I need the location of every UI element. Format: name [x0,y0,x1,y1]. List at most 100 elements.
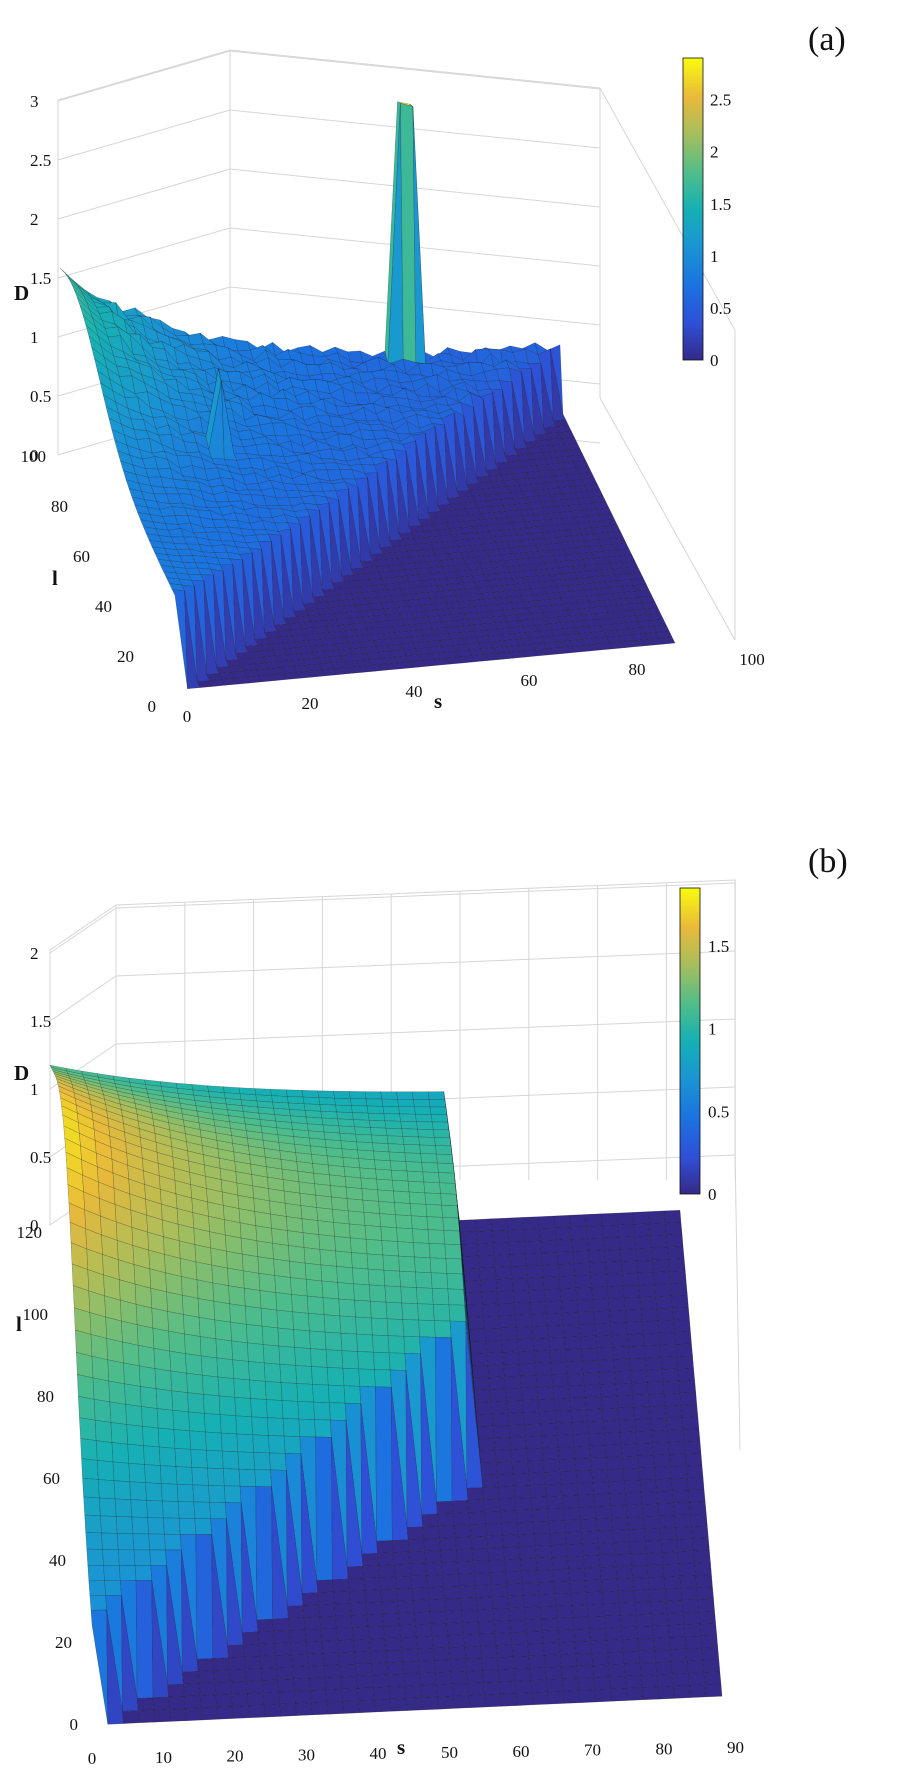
panel-b-surface-patch [609,1310,627,1324]
panel-b-surface-patch [692,1538,710,1552]
panel-b-surface-patch [88,1580,106,1596]
panel-b-surface-patch [469,1523,487,1538]
panel-b-surface-patch [579,1689,597,1703]
panel-b-surface-patch [214,1681,232,1696]
panel-b-surface-patch [175,1466,193,1486]
panel-b-surface-patch [161,1483,179,1502]
panel-b-surface-patch [531,1508,549,1523]
panel-b-surface-patch [650,1235,668,1249]
panel-b-surface-patch [453,1512,471,1526]
panel-b-surface-patch [405,1161,423,1173]
panel-b-surface-patch [322,1297,340,1317]
panel-b-surface-patch [435,1671,453,1686]
panel-b-surface-patch [485,1340,503,1354]
panel-b-surface-patch [207,1467,225,1487]
panel-b-surface-patch [382,1613,400,1627]
panel-b-surface-patch [104,1580,122,1596]
panel-b-surface-patch [429,1106,448,1115]
panel-b-surface-patch [286,1216,304,1233]
panel-b-surface-patch [287,1230,305,1248]
panel-b-surface-patch [173,1429,191,1450]
panel-b-surface-patch [348,1578,366,1592]
panel-b-surface-patch [444,1243,462,1260]
panel-b-surface-patch [346,1198,365,1213]
panel-b-surface-patch [386,1318,405,1337]
panel-b-surface-patch [659,1527,678,1541]
panel-b-surface-patch [471,1548,490,1562]
panel-b-surface-patch [138,1345,156,1369]
panel-b-surface-patch [550,1544,568,1558]
panel-b-ztick: 1 [30,1080,39,1099]
panel-b-surface-patch [470,1353,489,1367]
panel-b-surface-patch [380,1226,398,1242]
panel-b-surface-patch [674,1514,692,1528]
panel-b-surface-patch [427,1586,445,1600]
panel-b-surface-patch [250,1398,268,1418]
panel-b-surface-patch [386,1135,405,1145]
panel-b-surface-patch [371,1662,389,1676]
panel-b-surface-patch [572,1616,590,1630]
panel-b-surface-patch [358,1699,376,1713]
panel-b-ztick: 2 [30,944,39,963]
panel-b-surface-patch [637,1272,655,1286]
panel-a-zgridline [57,168,231,220]
panel-b-colorbar-tick: 0.5 [708,1102,729,1121]
panel-b-surface-patch [394,1202,412,1216]
panel-b-surface-patch [483,1315,501,1330]
panel-a-xtick: 40 [406,682,423,701]
panel-b-surface-patch [567,1373,585,1387]
panel-b-surface-patch [378,1201,396,1215]
panel-b-surface-patch [442,1217,460,1232]
panel-b-surface-patch [687,1477,705,1491]
panel-b-surface-patch [563,1690,581,1704]
panel-b-surface-patch [579,1323,597,1337]
panel-b-surface-patch [572,1250,590,1264]
panel-b-surface-patch [198,1682,217,1696]
panel-b-surface-patch [574,1275,592,1289]
panel-b-surface-patch [629,1540,647,1555]
panel-b-surface-patch [254,1469,272,1487]
panel-b-surface-patch [333,1591,351,1605]
panel-b-surface-patch [288,1617,306,1631]
panel-b-surface-patch [356,1141,374,1152]
panel-b-ztick: 1.5 [30,1012,51,1031]
panel-b-surface-patch [433,1129,451,1138]
panel-b-surface-patch [249,1379,267,1400]
panel-b-colorbar-tick: 1.5 [708,937,729,956]
panel-b-surface-patch [651,1247,669,1261]
panel-b-ytick: 60 [43,1469,60,1488]
panel-b-surface-patch [282,1418,301,1437]
panel-b-surface-patch [143,1445,161,1466]
panel-b-surface-patch [190,1449,208,1469]
panel-b-surface-patch [332,1209,350,1225]
panel-b-surface-patch [528,1289,546,1303]
panel-b-surface-patch [259,1655,277,1669]
panel-b-surface-patch [478,1438,496,1452]
panel-b-surface-patch [545,1483,563,1498]
panel-b-surface-patch [397,1099,415,1107]
panel-b-surface-patch [111,1442,129,1464]
panel-b-ztick: 0 [30,1216,39,1235]
panel-b-surface-patch [276,1666,294,1681]
panel-b-surface-patch [138,1709,156,1723]
panel-b-surface-patch [91,1356,109,1382]
panel-b-surface-patch [595,1335,613,1349]
panel-b-surface-patch [348,1210,366,1226]
panel-b-surface-patch [197,1298,215,1321]
panel-b-surface-patch [328,1384,346,1404]
panel-b-surface-patch [182,1671,200,1685]
panel-b-surface-patch [561,1666,579,1680]
panel-a-ztick: 1 [30,328,39,347]
panel-b-surface-patch [336,1111,354,1120]
panel-b-surface-patch [478,1621,496,1635]
panel-b-surface-patch [245,1668,263,1682]
panel-b-surface-patch [682,1428,701,1442]
panel-b-surface-patch [604,1249,622,1263]
panel-b-surface-patch [654,1466,672,1480]
panel-b-surface-patch [455,1536,473,1550]
panel-b-surface-patch [644,1528,662,1542]
panel-b-surface-patch [571,1238,589,1252]
panel-b-surface-patch [582,1543,600,1557]
panel-b-surface-patch [306,1279,324,1298]
panel-b-surface-patch [159,1446,177,1467]
